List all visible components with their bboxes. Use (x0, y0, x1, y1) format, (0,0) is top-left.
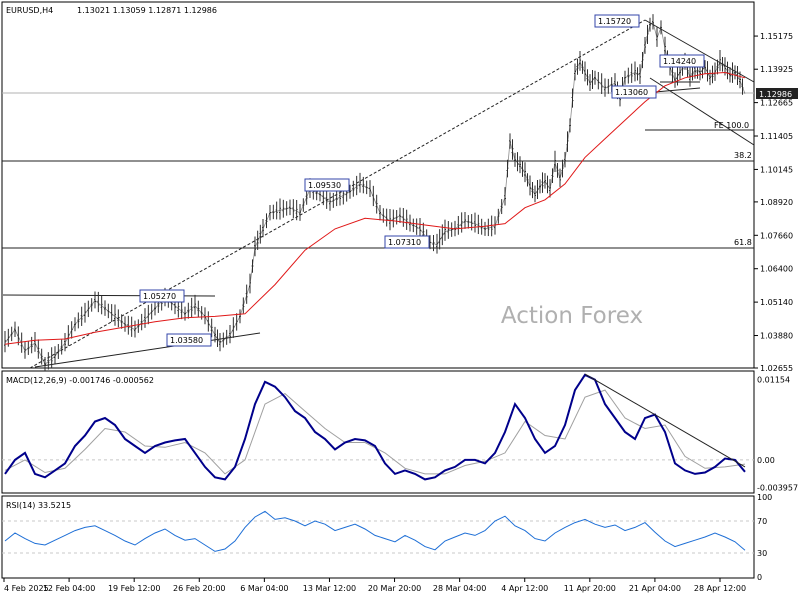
annotation-095: 1.09530 (308, 181, 341, 190)
macd-title: MACD(12,26,9) -0.001746 -0.000562 (6, 376, 154, 385)
macd-panel[interactable] (1, 370, 755, 494)
support-line (34, 332, 261, 368)
time-axis-label: 13 Mar 12:00 (303, 584, 356, 593)
price-guides (2, 19, 755, 369)
channel-lower-line (649, 77, 755, 146)
price-axis-label: 1.13925 (760, 65, 793, 74)
axis-layer: 1.15175 1.13925 1.12665 1.11405 1.10145 1.089… (3, 32, 798, 593)
price-panel[interactable] (1, 1, 755, 369)
last-price-tag (756, 88, 798, 99)
rsi-axis-label: 0 (757, 573, 762, 582)
price-axis-label: 1.12665 (760, 99, 793, 108)
time-axis-label: 26 Feb 20:00 (173, 584, 225, 593)
annotation-box-095 (304, 178, 350, 192)
time-axis-label: 11 Apr 20:00 (564, 584, 616, 593)
last-price-label: 1.12986 (759, 90, 792, 99)
price-axis-label: 1.07660 (760, 231, 793, 240)
price-axis-label: 1.11405 (760, 132, 793, 141)
dotted-trendline (29, 19, 646, 369)
macd-axis-label: -0.003957 (757, 484, 798, 493)
macd-axis-label: 0.01154 (757, 375, 790, 384)
rsi-layer (2, 510, 754, 554)
watermark: Action Forex (501, 303, 643, 329)
annotation-142: 1.14240 (663, 57, 696, 66)
rsi-panel[interactable] (1, 495, 755, 579)
rsi-title: RSI(14) 33.5215 (6, 501, 71, 510)
time-axis-label: 6 Mar 04:00 (240, 584, 288, 593)
time-axis-label: 28 Apr 12:00 (694, 584, 746, 593)
annotation-073: 1.07310 (388, 238, 421, 247)
time-axis-label: 28 Mar 04:00 (433, 584, 486, 593)
time-axis-label: 12 Feb 04:00 (43, 584, 95, 593)
macd-line (4, 373, 746, 481)
annotation-box-052 (139, 289, 185, 303)
fe-label: FE 100.0 (714, 121, 749, 130)
price-axis-label: 1.03880 (760, 332, 793, 341)
time-axis-label: 4 Feb 2025 (4, 584, 49, 593)
rsi-axis-label: 30 (757, 549, 767, 558)
time-axis-label: 4 Apr 12:00 (501, 584, 548, 593)
price-axis-label: 1.06400 (760, 265, 793, 274)
price-axis-label: 1.08920 (760, 198, 793, 207)
time-axis-label: 20 Mar 20:00 (368, 584, 421, 593)
annotation-035: 1.03580 (170, 336, 203, 345)
rsi-line (4, 510, 746, 552)
annotation-box-157 (594, 14, 640, 28)
price-axis-label: 1.15175 (760, 32, 793, 41)
fib-618-label: 61.8 (734, 238, 752, 247)
price-axis-label: 1.02655 (760, 364, 793, 373)
ohlc-label: 1.13021 1.13059 1.12871 1.12986 (77, 6, 217, 15)
macd-trendline (584, 373, 746, 468)
rsi-axis-label: 100 (757, 493, 772, 502)
annotation-box-130 (611, 85, 657, 99)
annotation-130: 1.13060 (615, 88, 648, 97)
macd-layer (2, 373, 754, 481)
annotation-052: 1.05270 (143, 292, 176, 301)
price-axis-label: 1.10145 (760, 165, 793, 174)
annotation-157: 1.15720 (598, 17, 631, 26)
annotation-box-035 (166, 333, 212, 347)
symbol-label: EURUSD,H4 (6, 6, 53, 15)
moving-average-line (4, 71, 746, 345)
fib-382-label: 38.2 (734, 151, 752, 160)
level-130-line (654, 87, 701, 93)
time-axis-label: 21 Apr 04:00 (629, 584, 681, 593)
time-axis-label: 19 Feb 12:00 (108, 584, 160, 593)
annotation-box-142 (659, 54, 705, 68)
annotation-box-073 (384, 235, 430, 249)
macd-axis-label: 0.00 (757, 456, 775, 465)
rsi-axis-label: 70 (757, 517, 767, 526)
channel-upper-line (644, 19, 755, 83)
price-axis-label: 1.05140 (760, 298, 793, 307)
